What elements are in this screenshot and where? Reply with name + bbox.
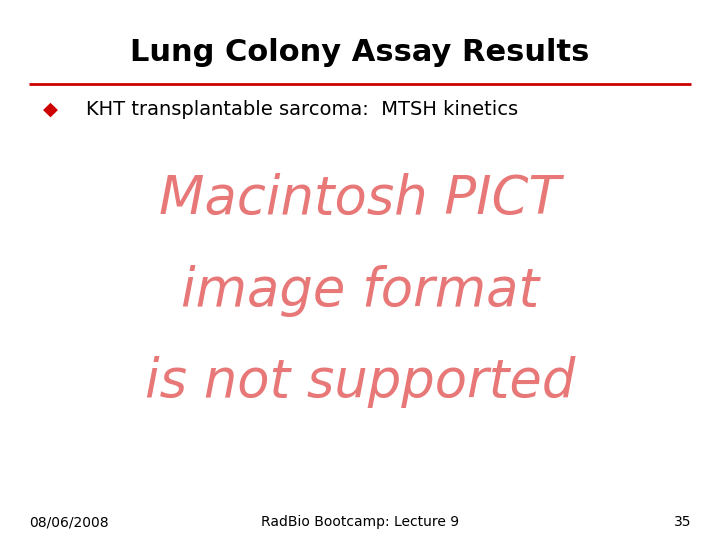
Text: is not supported: is not supported: [145, 356, 575, 408]
Text: 08/06/2008: 08/06/2008: [29, 515, 109, 529]
Text: KHT transplantable sarcoma:  MTSH kinetics: KHT transplantable sarcoma: MTSH kinetic…: [86, 100, 518, 119]
Text: RadBio Bootcamp: Lecture 9: RadBio Bootcamp: Lecture 9: [261, 515, 459, 529]
Text: Lung Colony Assay Results: Lung Colony Assay Results: [130, 38, 590, 67]
Text: Macintosh PICT: Macintosh PICT: [159, 173, 561, 225]
Text: 35: 35: [674, 515, 691, 529]
Text: image format: image format: [181, 265, 539, 316]
Text: ◆: ◆: [43, 100, 58, 119]
